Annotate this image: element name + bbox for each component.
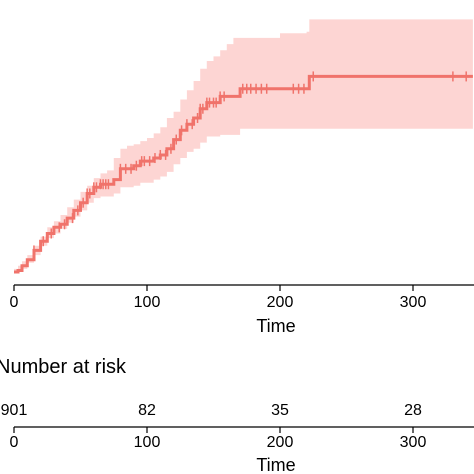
tick-label: 300 [400,434,427,451]
tick-label: 100 [134,434,161,451]
x-axis-main: 0 100 200 300 [10,284,474,311]
risk-count: 82 [138,402,156,419]
risk-count: 35 [271,402,289,419]
tick-label: 0 [10,434,19,451]
tick-label: 200 [267,434,294,451]
x-axis-risk-table: 0 100 200 300 [10,426,474,451]
x-axis-label: Time [256,316,295,336]
risk-table-title: Number at risk [0,356,127,378]
tick-label: 200 [267,294,294,311]
risk-count: 28 [404,402,422,419]
tick-label: 300 [400,294,427,311]
risk-table-values: 901 82 35 28 [1,402,422,419]
tick-label: 100 [134,294,161,311]
tick-label: 0 [10,294,19,311]
risk-table-x-axis-label: Time [256,455,295,474]
censor-marks [33,71,467,256]
confidence-band [14,19,473,273]
risk-count: 901 [1,402,28,419]
plot-area [14,19,473,274]
